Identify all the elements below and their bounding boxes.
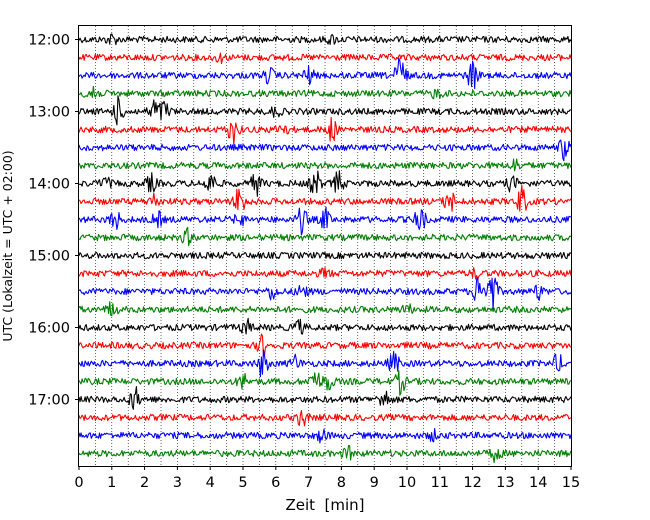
trace-1300: [78, 95, 572, 126]
y-tick-label: 16:00: [28, 321, 70, 337]
x-axis-label: Zeit [min]: [285, 496, 364, 514]
y-tick-label: 17:00: [28, 393, 70, 409]
x-tick-label: 1: [107, 475, 116, 491]
y-tick-label: 14:00: [28, 177, 70, 193]
x-tick-label: 4: [206, 475, 215, 491]
x-tick-label: 15: [562, 475, 580, 491]
trace-1230: [78, 57, 572, 90]
x-tick-label: 14: [529, 475, 547, 491]
trace-1200: [78, 33, 572, 46]
x-axis-ticks: 0 1 2 3 4 5 6 7 8 9 10 11 12 13 14 15: [74, 466, 580, 491]
x-tick-label: 13: [496, 475, 514, 491]
trace-1400: [78, 170, 572, 197]
trace-1700: [78, 385, 572, 410]
x-tick-label: 3: [173, 475, 182, 491]
y-axis-label: UTC (Lokalzeit = UTC + 02:00): [0, 150, 15, 341]
trace-1215: [78, 52, 572, 65]
trace-1500: [78, 251, 572, 260]
grid-lines: [95, 26, 555, 466]
trace-1615: [78, 333, 572, 357]
x-tick-label: 10: [398, 475, 416, 491]
trace-1630: [78, 349, 572, 378]
trace-1315: [78, 116, 572, 146]
trace-1715: [78, 409, 572, 427]
trace-1600: [78, 317, 572, 335]
trace-1530: [78, 277, 572, 312]
trace-1430: [78, 206, 572, 236]
trace-1415: [78, 184, 572, 212]
x-tick-label: 8: [337, 475, 346, 491]
x-tick-label: 9: [370, 475, 379, 491]
x-tick-label: 2: [140, 475, 149, 491]
trace-1345: [78, 158, 572, 172]
trace-1445: [78, 226, 572, 247]
trace-1545: [78, 301, 572, 317]
trace-1330: [78, 139, 572, 162]
plot-frame: [78, 25, 572, 467]
y-axis-ticks: 12:00 13:00 14:00 15:00 16:00 17:00: [28, 33, 79, 409]
x-tick-label: 7: [304, 475, 313, 491]
y-tick-label: 13:00: [28, 105, 70, 121]
x-tick-label: 5: [238, 475, 247, 491]
x-tick-label: 11: [431, 475, 449, 491]
x-tick-label: 0: [74, 475, 83, 491]
trace-1515: [78, 266, 572, 280]
y-tick-label: 12:00: [28, 33, 70, 49]
x-tick-label: 12: [463, 475, 481, 491]
trace-rows: [78, 33, 572, 464]
trace-1645: [78, 370, 572, 396]
y-tick-label: 15:00: [28, 249, 70, 265]
trace-1745: [78, 445, 572, 464]
trace-1245: [78, 85, 572, 100]
trace-1730: [78, 428, 572, 444]
x-tick-label: 6: [271, 475, 280, 491]
